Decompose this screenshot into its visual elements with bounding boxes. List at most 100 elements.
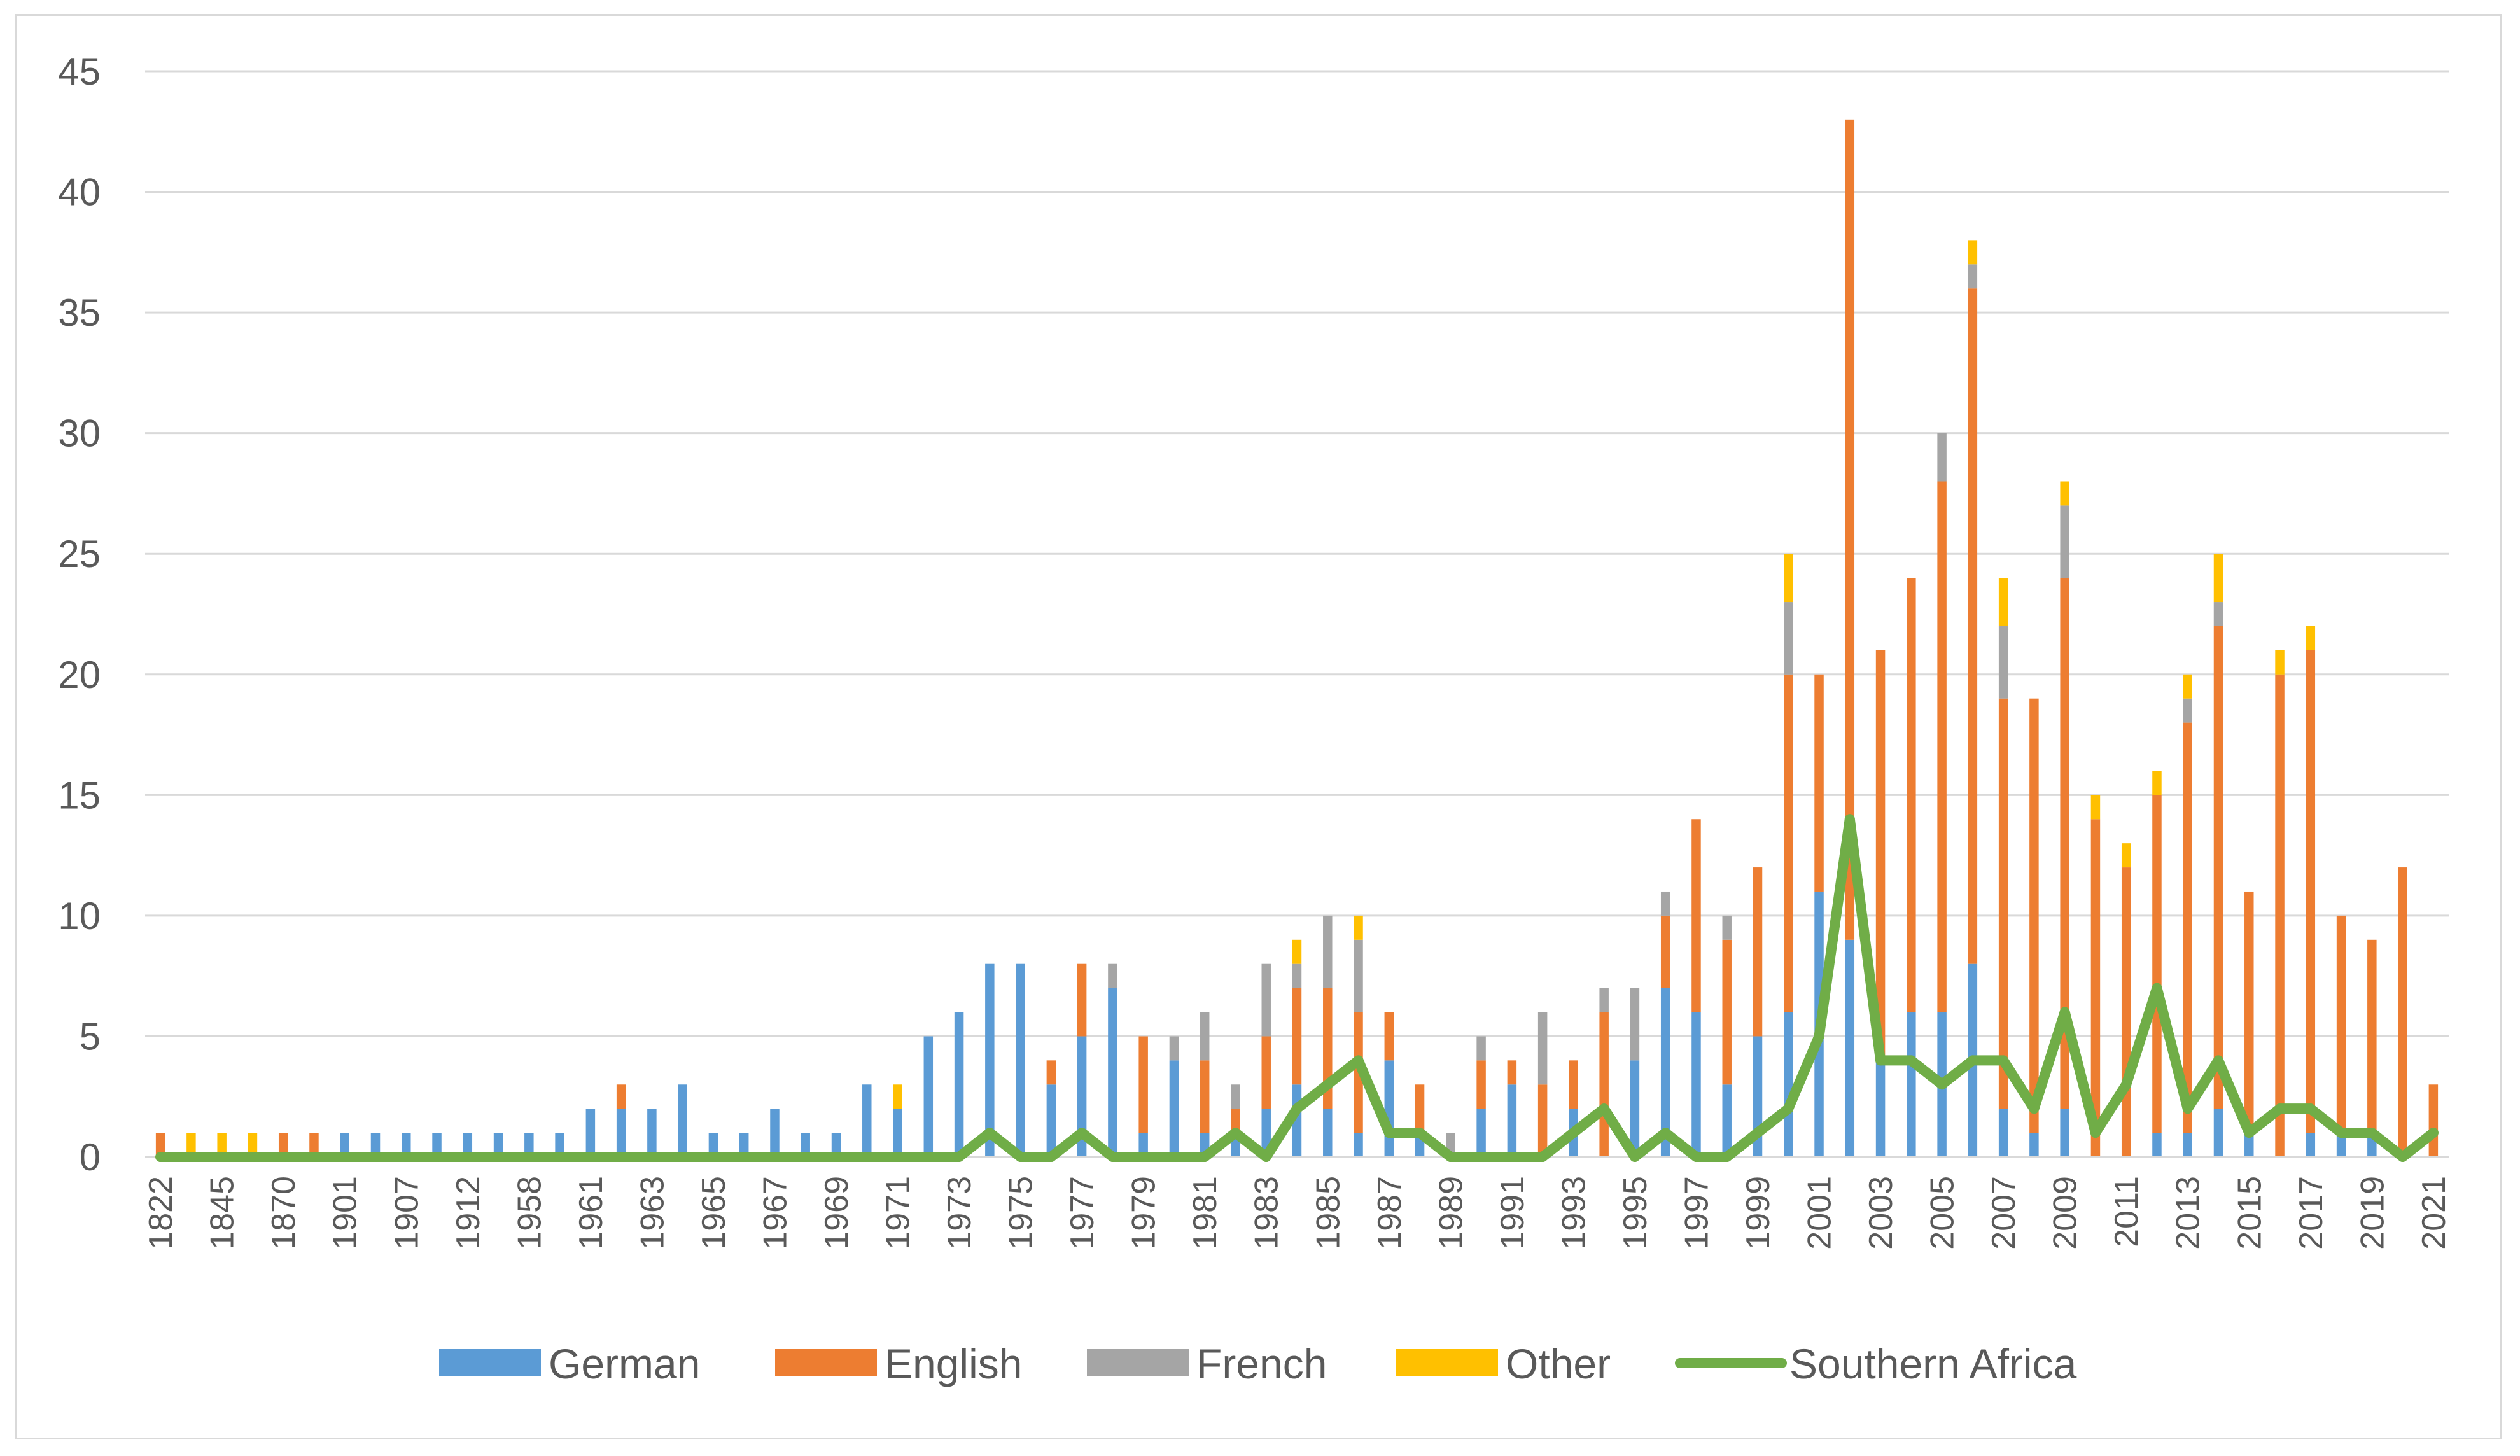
- legend-label: Southern Africa: [1789, 1340, 2077, 1387]
- bar-german-1962: [616, 1109, 626, 1157]
- legend-label: French: [1196, 1340, 1327, 1387]
- line-point-2017: [2305, 1103, 2316, 1114]
- x-tick-label: 1975: [1003, 1176, 1040, 1250]
- x-tick-label: 1993: [1555, 1176, 1592, 1250]
- x-tick-label: 1989: [1432, 1176, 1469, 1250]
- bar-other-1984: [1292, 939, 1302, 964]
- bar-other-2017: [2306, 626, 2316, 650]
- bar-german-1964: [678, 1084, 687, 1157]
- x-tick-label: 1999: [1740, 1176, 1777, 1250]
- bar-french-2007: [1998, 626, 2008, 699]
- bar-english-2021: [2428, 1084, 2439, 1157]
- bar-german-1985: [1323, 1109, 1333, 1157]
- bar-german-1911: [432, 1133, 442, 1157]
- legend-swatch-english: [775, 1349, 877, 1376]
- y-tick-label: 0: [80, 1136, 101, 1179]
- legend-label: Other: [1506, 1340, 1611, 1387]
- bar-french-1998: [1722, 915, 1732, 940]
- line-point-2002: [1844, 814, 1855, 825]
- x-tick-label: 1958: [511, 1176, 548, 1250]
- bar-series: [155, 119, 2439, 1157]
- bar-other-1971: [893, 1084, 902, 1109]
- bar-other-2016: [2275, 650, 2285, 675]
- bar-german-1966: [739, 1133, 749, 1157]
- x-tick-label: 2001: [1802, 1176, 1838, 1250]
- bar-english-1982: [1231, 1109, 1240, 1133]
- line-point-1991: [1506, 1152, 1517, 1162]
- line-point-1990: [1476, 1152, 1487, 1162]
- y-tick-label: 15: [58, 774, 101, 816]
- line-point-1969: [831, 1152, 841, 1162]
- bar-english-1988: [1415, 1084, 1425, 1133]
- line-point-2007: [1998, 1055, 2009, 1066]
- y-tick-label: 45: [58, 50, 101, 93]
- line-point-1972: [923, 1152, 934, 1162]
- bar-english-1976: [1046, 1060, 1056, 1085]
- bar-french-1990: [1476, 1036, 1486, 1061]
- bar-other-1986: [1354, 915, 1363, 940]
- bar-english-2010: [2090, 819, 2101, 1157]
- x-tick-label: 2017: [2293, 1176, 2330, 1250]
- line-point-1988: [1415, 1128, 1425, 1138]
- line-point-1839: [186, 1152, 197, 1162]
- x-tick-label: 2007: [1985, 1176, 2022, 1250]
- bar-english-2019: [2367, 939, 2377, 1133]
- line-point-2021: [2428, 1128, 2439, 1138]
- x-tick-label: 2011: [2108, 1176, 2145, 1247]
- line-point-1963: [647, 1152, 657, 1162]
- bar-other-1860: [248, 1133, 258, 1157]
- line-point-1914: [493, 1152, 504, 1162]
- line-point-1960: [554, 1152, 565, 1162]
- bar-english-1992: [1537, 1084, 1548, 1157]
- x-tick-label: 1963: [634, 1176, 671, 1250]
- bar-german-1978: [1108, 988, 1117, 1157]
- line-point-1966: [739, 1152, 750, 1162]
- bar-german-2012: [2152, 1133, 2162, 1157]
- x-tick-label: 1822: [143, 1176, 179, 1250]
- line-point-1999: [1753, 1128, 1763, 1138]
- line-point-2015: [2244, 1128, 2255, 1138]
- bar-german-1997: [1691, 1012, 1701, 1157]
- bar-french-2014: [2213, 602, 2223, 626]
- bar-french-1983: [1261, 963, 1271, 1037]
- line-point-2005: [1936, 1079, 1947, 1090]
- line-point-1997: [1691, 1152, 1702, 1162]
- bar-french-1995: [1630, 988, 1640, 1061]
- bar-english-1994: [1599, 1012, 1609, 1157]
- bar-german-1901: [340, 1133, 349, 1157]
- line-point-1978: [1107, 1152, 1118, 1162]
- bar-english-2018: [2336, 915, 2346, 1133]
- line-point-1987: [1383, 1128, 1394, 1138]
- line-point-2012: [2152, 983, 2162, 993]
- line-point-1912: [462, 1152, 473, 1162]
- bar-german-1963: [647, 1109, 657, 1157]
- bar-french-1981: [1200, 1012, 1210, 1061]
- bar-english-2011: [2121, 867, 2131, 1157]
- x-tick-label: 1965: [696, 1176, 732, 1250]
- bar-german-1998: [1722, 1084, 1732, 1157]
- bar-english-1990: [1476, 1060, 1486, 1109]
- bar-german-1970: [862, 1084, 872, 1157]
- line-point-2018: [2336, 1128, 2347, 1138]
- line-point-1992: [1537, 1152, 1548, 1162]
- line-point-1984: [1292, 1103, 1302, 1114]
- x-tick-label: 1979: [1126, 1176, 1163, 1250]
- x-tick-label: 1901: [327, 1176, 364, 1250]
- line-point-1973: [954, 1152, 965, 1162]
- line-point-1961: [585, 1152, 596, 1162]
- line-point-2009: [2059, 1007, 2070, 1018]
- bar-other-2010: [2090, 795, 2101, 820]
- x-tick-label: 1987: [1371, 1176, 1408, 1250]
- line-point-2016: [2274, 1103, 2285, 1114]
- bar-other-2013: [2183, 674, 2192, 699]
- line-point-1911: [431, 1152, 442, 1162]
- x-tick-label: 1985: [1310, 1176, 1347, 1250]
- line-point-1975: [1015, 1152, 1026, 1162]
- line-point-1896: [309, 1152, 319, 1162]
- bar-other-2011: [2121, 843, 2131, 868]
- line-point-1980: [1168, 1152, 1179, 1162]
- bar-german-1907: [402, 1133, 411, 1157]
- bar-french-1992: [1537, 1012, 1548, 1085]
- bar-german-2003: [1875, 1060, 1886, 1157]
